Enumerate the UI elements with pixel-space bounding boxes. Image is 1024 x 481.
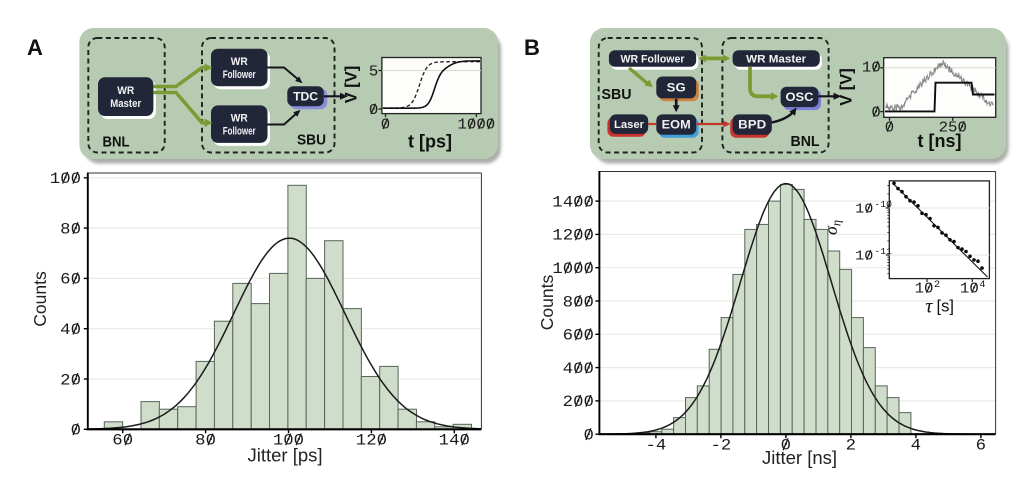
svg-text:BNL: BNL <box>103 134 130 151</box>
svg-text:60: 60 <box>112 432 133 450</box>
svg-text:0: 0 <box>871 105 880 121</box>
svg-text:t [ps]: t [ps] <box>408 132 452 152</box>
svg-text:Master: Master <box>110 98 142 110</box>
svg-text:B: B <box>524 35 540 60</box>
svg-text:0: 0 <box>369 103 378 119</box>
svg-text:10: 10 <box>855 202 873 218</box>
svg-text:WR: WR <box>231 56 248 68</box>
svg-text:-11: -11 <box>874 246 892 257</box>
svg-text:6: 6 <box>976 437 986 455</box>
svg-text:V [V]: V [V] <box>343 66 361 104</box>
svg-text:600: 600 <box>563 327 594 345</box>
svg-text:Counts: Counts <box>30 271 50 327</box>
svg-text:SBU: SBU <box>602 86 632 103</box>
svg-text:80: 80 <box>60 220 81 238</box>
svg-text:0: 0 <box>584 427 594 445</box>
svg-text:Laser: Laser <box>614 119 645 131</box>
svg-text:2: 2 <box>846 437 856 455</box>
svg-text:WR: WR <box>117 85 134 97</box>
svg-text:5: 5 <box>369 64 378 80</box>
svg-text:Jitter [ps]: Jitter [ps] <box>247 445 322 466</box>
svg-text:140: 140 <box>439 432 470 450</box>
svg-text:60: 60 <box>60 271 81 289</box>
svg-text:4: 4 <box>979 279 985 291</box>
svg-text:20: 20 <box>60 371 81 389</box>
svg-text:1000: 1000 <box>552 260 594 278</box>
svg-text:t [ns]: t [ns] <box>918 131 962 151</box>
svg-text:200: 200 <box>563 393 594 411</box>
svg-text:80: 80 <box>195 432 216 450</box>
svg-text:400: 400 <box>563 360 594 378</box>
svg-text:V [V]: V [V] <box>838 68 856 106</box>
svg-text:1400: 1400 <box>552 193 594 211</box>
svg-text:SBU: SBU <box>297 132 326 149</box>
svg-text:10: 10 <box>915 282 934 298</box>
svg-text:WR: WR <box>231 113 248 125</box>
svg-text:250: 250 <box>939 120 967 136</box>
svg-text:EOM: EOM <box>662 120 691 132</box>
svg-text:Jitter [ns]: Jitter [ns] <box>762 447 837 468</box>
svg-text:0: 0 <box>71 422 81 440</box>
svg-text:100: 100 <box>50 170 81 188</box>
svg-text:WR Master: WR Master <box>746 53 807 65</box>
svg-text:1000: 1000 <box>458 118 496 134</box>
svg-text:10: 10 <box>960 282 979 298</box>
svg-text:WR Follower: WR Follower <box>621 53 686 65</box>
svg-text:[s]: [s] <box>937 298 954 316</box>
svg-text:4: 4 <box>911 437 921 455</box>
svg-text:BNL: BNL <box>791 133 820 150</box>
svg-text:120: 120 <box>356 432 387 450</box>
svg-text:BPD: BPD <box>738 120 766 132</box>
svg-text:A: A <box>27 35 43 60</box>
svg-text:10: 10 <box>855 249 873 265</box>
svg-text:Follower: Follower <box>223 126 257 138</box>
svg-text:-2: -2 <box>711 437 732 455</box>
svg-text:40: 40 <box>60 321 81 339</box>
svg-text:OSC: OSC <box>786 92 814 104</box>
svg-text:SG: SG <box>667 83 686 95</box>
svg-text:TDC: TDC <box>293 91 318 103</box>
svg-text:Counts: Counts <box>537 275 557 331</box>
svg-text:τ: τ <box>925 296 933 318</box>
svg-text:800: 800 <box>563 293 594 311</box>
svg-text:0: 0 <box>885 120 894 136</box>
svg-text:0: 0 <box>381 118 390 134</box>
svg-text:Follower: Follower <box>223 69 257 81</box>
svg-text:0: 0 <box>781 437 791 455</box>
svg-text:-4: -4 <box>646 437 667 455</box>
svg-text:2: 2 <box>934 279 940 291</box>
svg-text:-10: -10 <box>874 199 892 210</box>
svg-text:1200: 1200 <box>552 227 594 245</box>
